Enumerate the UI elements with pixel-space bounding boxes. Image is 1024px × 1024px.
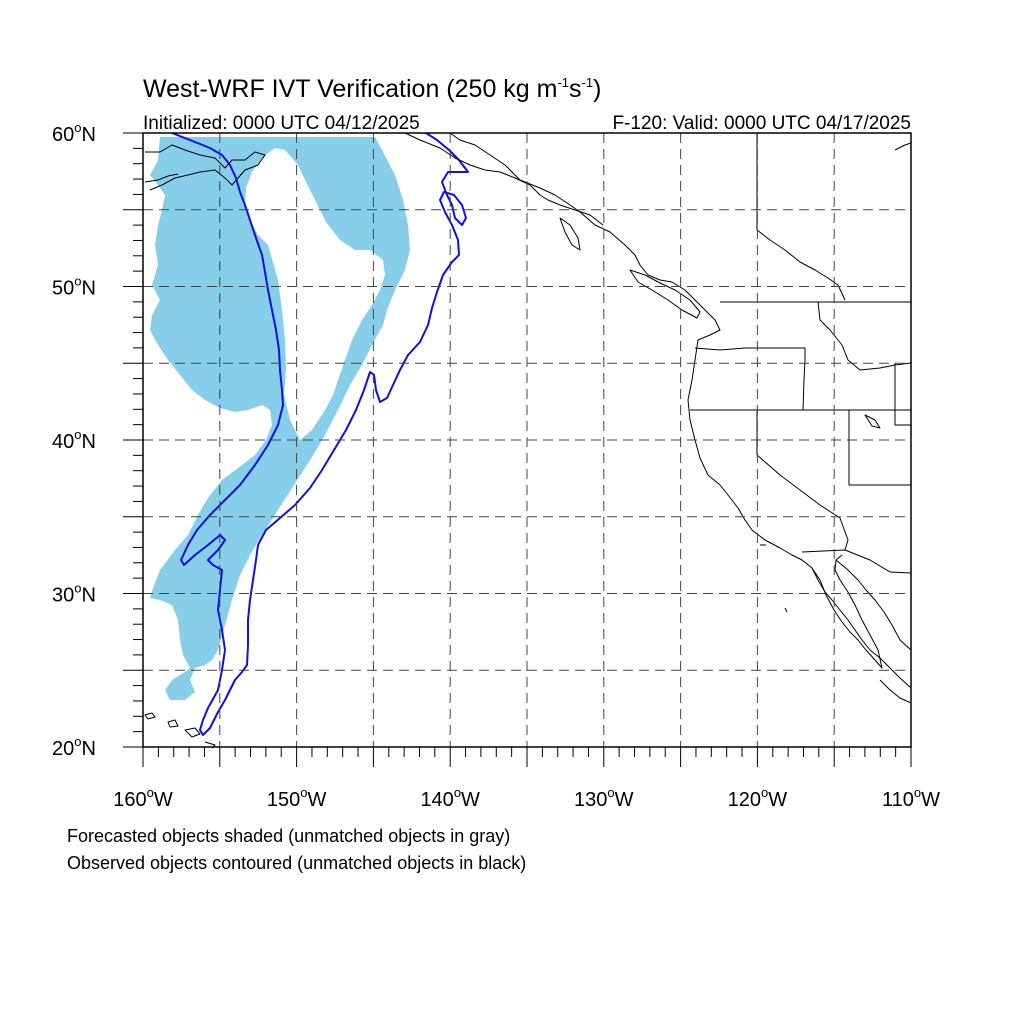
lat-label: 20oN (52, 734, 96, 760)
lat-label: 40oN (52, 427, 96, 453)
observed-legend-note: Observed objects contoured (unmatched ob… (67, 853, 526, 873)
lon-label: 130oW (574, 785, 634, 811)
forecast-legend-note: Forecasted objects shaded (unmatched obj… (67, 826, 510, 846)
lat-label: 50oN (52, 274, 96, 300)
lon-label: 150oW (267, 785, 327, 811)
lon-label: 110oW (882, 785, 940, 811)
lon-label: 120oW (728, 785, 788, 811)
map-frame (142, 132, 912, 748)
valid-time-label: F-120: Valid: 0000 UTC 04/17/2025 (612, 113, 911, 134)
lat-label: 60oN (52, 120, 96, 146)
init-time-label: Initialized: 0000 UTC 04/12/2025 (143, 113, 420, 134)
graticule (143, 133, 911, 747)
lon-label: 140oW (420, 785, 480, 811)
observed-ivt-contour (171, 132, 469, 736)
coastlines (144, 132, 912, 749)
lat-label: 30oN (52, 581, 96, 607)
axis-ticks (123, 132, 912, 767)
lon-label: 160oW (113, 785, 173, 811)
map-title: West-WRF IVT Verification (250 kg m-1s-1… (143, 75, 601, 103)
axis-labels: 60oN 50oN 40oN 30oN 20oN 160oW 150oW 140oW 130oW… (52, 120, 940, 811)
political-boundaries (690, 133, 912, 574)
